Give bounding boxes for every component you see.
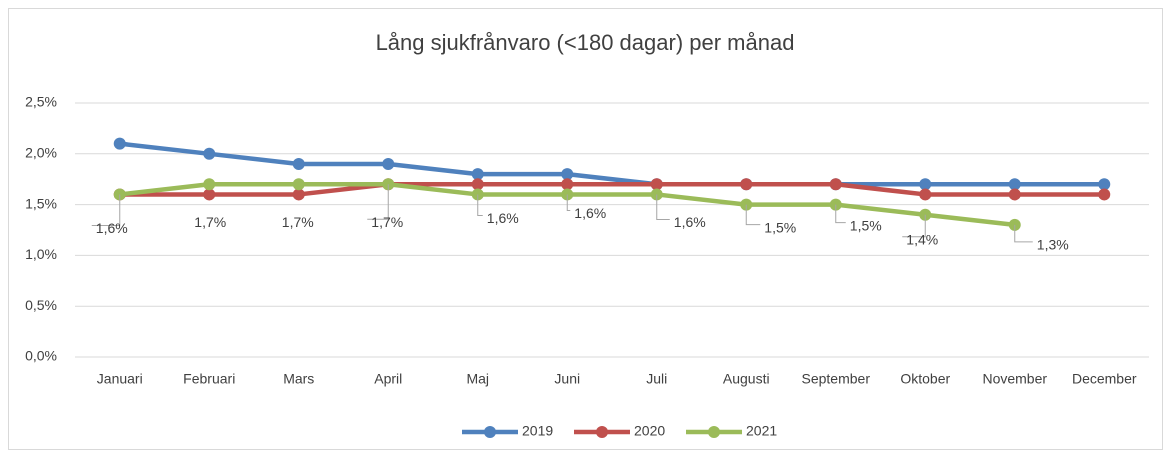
data-label: 1,6%	[96, 220, 128, 236]
point	[829, 178, 842, 191]
leader-line	[745, 204, 761, 226]
leader-line	[902, 214, 926, 238]
point	[203, 188, 216, 201]
y-tick-label: 0,5%	[25, 297, 57, 313]
point	[919, 178, 932, 191]
leader-line	[656, 194, 670, 220]
legend-marker	[596, 426, 608, 438]
chart-title: Lång sjukfrånvaro (<180 dagar) per månad	[376, 30, 795, 55]
point	[1098, 178, 1111, 191]
point	[292, 178, 305, 191]
data-label: 1,6%	[487, 210, 519, 226]
leader-line	[566, 194, 571, 211]
legend-label: 2020	[634, 423, 665, 439]
chart-frame	[8, 8, 1163, 450]
data-label: 1,5%	[764, 219, 796, 235]
series-line	[119, 141, 1105, 187]
x-tick-label: September	[802, 371, 871, 387]
point	[1008, 188, 1021, 201]
legend-label: 2021	[746, 423, 777, 439]
x-tick-label: Mars	[283, 371, 314, 387]
y-tick-label: 1,0%	[25, 246, 57, 262]
leader-line	[91, 194, 121, 226]
data-label: 1,5%	[850, 217, 882, 233]
data-label: 1,6%	[574, 205, 606, 221]
point	[740, 178, 753, 191]
y-tick-label: 0,0%	[25, 348, 57, 364]
leader-line	[477, 194, 483, 216]
point	[650, 178, 663, 191]
legend-marker	[708, 426, 720, 438]
x-tick-label: Juni	[554, 371, 580, 387]
y-tick-label: 2,0%	[25, 145, 57, 161]
x-tick-label: November	[982, 371, 1047, 387]
x-tick-label: Augusti	[723, 371, 770, 387]
leader-line	[835, 204, 846, 224]
data-label: 1,7%	[194, 214, 226, 230]
point	[203, 178, 216, 191]
y-tick-label: 1,5%	[25, 195, 57, 211]
point	[113, 137, 126, 150]
data-label: 1,7%	[282, 214, 314, 230]
leader-line	[1014, 224, 1033, 243]
data-label: 1,4%	[906, 231, 938, 247]
x-tick-label: Oktober	[900, 371, 950, 387]
legend-label: 2019	[522, 423, 553, 439]
point	[1098, 188, 1111, 201]
x-tick-label: April	[374, 371, 402, 387]
point	[292, 157, 305, 170]
x-tick-label: Juli	[646, 371, 667, 387]
y-tick-label: 2,5%	[25, 94, 57, 110]
point	[561, 168, 574, 181]
point	[203, 147, 216, 160]
point	[919, 188, 932, 201]
data-label: 1,3%	[1037, 237, 1069, 253]
point	[382, 157, 395, 170]
point	[561, 178, 574, 191]
point	[1008, 178, 1021, 191]
series-line	[119, 182, 1105, 197]
legend-marker	[484, 426, 496, 438]
x-tick-label: Februari	[183, 371, 235, 387]
x-tick-label: Maj	[466, 371, 489, 387]
x-tick-label: Januari	[97, 371, 143, 387]
data-label: 1,6%	[674, 214, 706, 230]
point	[471, 178, 484, 191]
point	[292, 188, 305, 201]
leader-line	[367, 184, 389, 220]
point	[471, 168, 484, 181]
data-label: 1,7%	[371, 214, 403, 230]
x-tick-label: December	[1072, 371, 1137, 387]
